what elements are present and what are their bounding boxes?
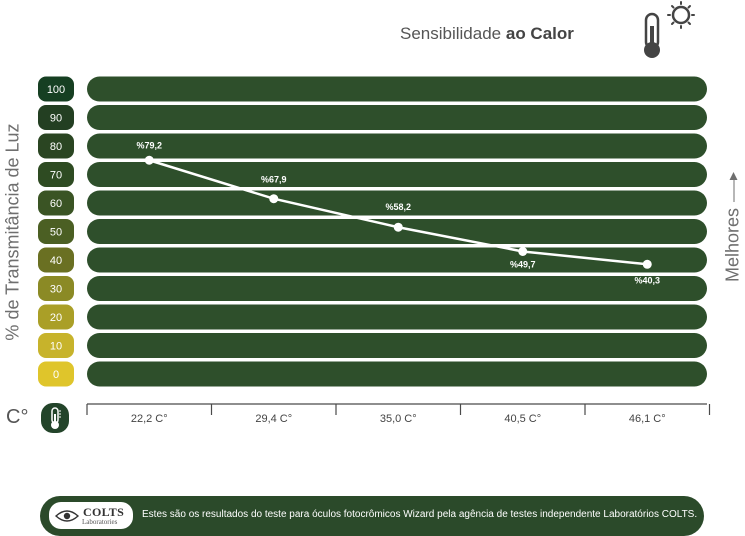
y-tick-badge (38, 190, 74, 216)
y-tick-badge (38, 105, 74, 130)
y-tick-label: 40 (50, 255, 62, 267)
grid-band (87, 361, 707, 387)
grid-band (87, 162, 707, 187)
y-tick-badge (38, 361, 74, 387)
y-tick-badge (38, 133, 74, 159)
thermometer-sun-icon (644, 1, 695, 58)
grid-band (87, 105, 707, 130)
y-tick-badge (38, 76, 74, 102)
y-tick-badge (38, 162, 74, 187)
data-label: %58,2 (385, 202, 411, 212)
data-label: %40,3 (634, 275, 660, 285)
data-label: %79,2 (136, 140, 162, 150)
grid-band (87, 76, 707, 102)
grid-band (87, 304, 707, 330)
chart-title-regular: Sensibilidade (400, 24, 506, 43)
logo-subtitle: Laboratories (82, 518, 118, 526)
y-tick-label: 80 (50, 141, 62, 153)
data-label: %67,9 (261, 175, 287, 185)
x-tick-label: 29,4 C° (255, 413, 292, 425)
data-point (518, 246, 528, 256)
footer-banner: COLTS Laboratories Estes são os resultad… (40, 496, 704, 536)
y-tick-label: 30 (50, 284, 62, 296)
y-tick-badge (38, 247, 74, 273)
y-tick-label: 60 (50, 198, 62, 210)
thermometer-badge (41, 403, 69, 433)
eye-icon (55, 510, 79, 522)
y-tick-badge (38, 276, 74, 301)
grid-band (87, 276, 707, 301)
chart-title-bold: ao Calor (505, 24, 574, 43)
data-point (393, 222, 403, 232)
x-tick-label: 22,2 C° (131, 413, 168, 425)
x-tick-label: 46,1 C° (629, 413, 666, 425)
data-label: %49,7 (510, 259, 536, 269)
x-tick-label: 40,5 C° (504, 413, 541, 425)
chart-title: Sensibilidade ao Calor (400, 24, 574, 44)
y-tick-label: 100 (47, 84, 65, 96)
grid-band (87, 133, 707, 159)
y-tick-label: 20 (50, 312, 62, 324)
data-point (269, 194, 279, 204)
thermometer-icon (51, 407, 61, 429)
footer-text: Estes são os resultados do teste para óc… (142, 509, 698, 520)
grid-band (87, 190, 707, 216)
x-axis-unit-label: C° (6, 406, 29, 428)
y-tick-label: 70 (50, 170, 62, 182)
y-tick-label: 50 (50, 227, 62, 239)
x-tick-label: 35,0 C° (380, 413, 417, 425)
y-tick-label: 10 (50, 341, 62, 353)
data-point (642, 259, 652, 269)
grid-band (87, 333, 707, 358)
y-tick-badge (38, 333, 74, 358)
y-tick-badge (38, 219, 74, 244)
y-tick-label: 90 (50, 113, 62, 125)
data-point (144, 155, 154, 165)
y-tick-badge (38, 304, 74, 330)
logo-brand: COLTS (83, 505, 125, 519)
y-tick-label: 0 (53, 369, 59, 381)
colts-logo: COLTS Laboratories (49, 502, 133, 529)
